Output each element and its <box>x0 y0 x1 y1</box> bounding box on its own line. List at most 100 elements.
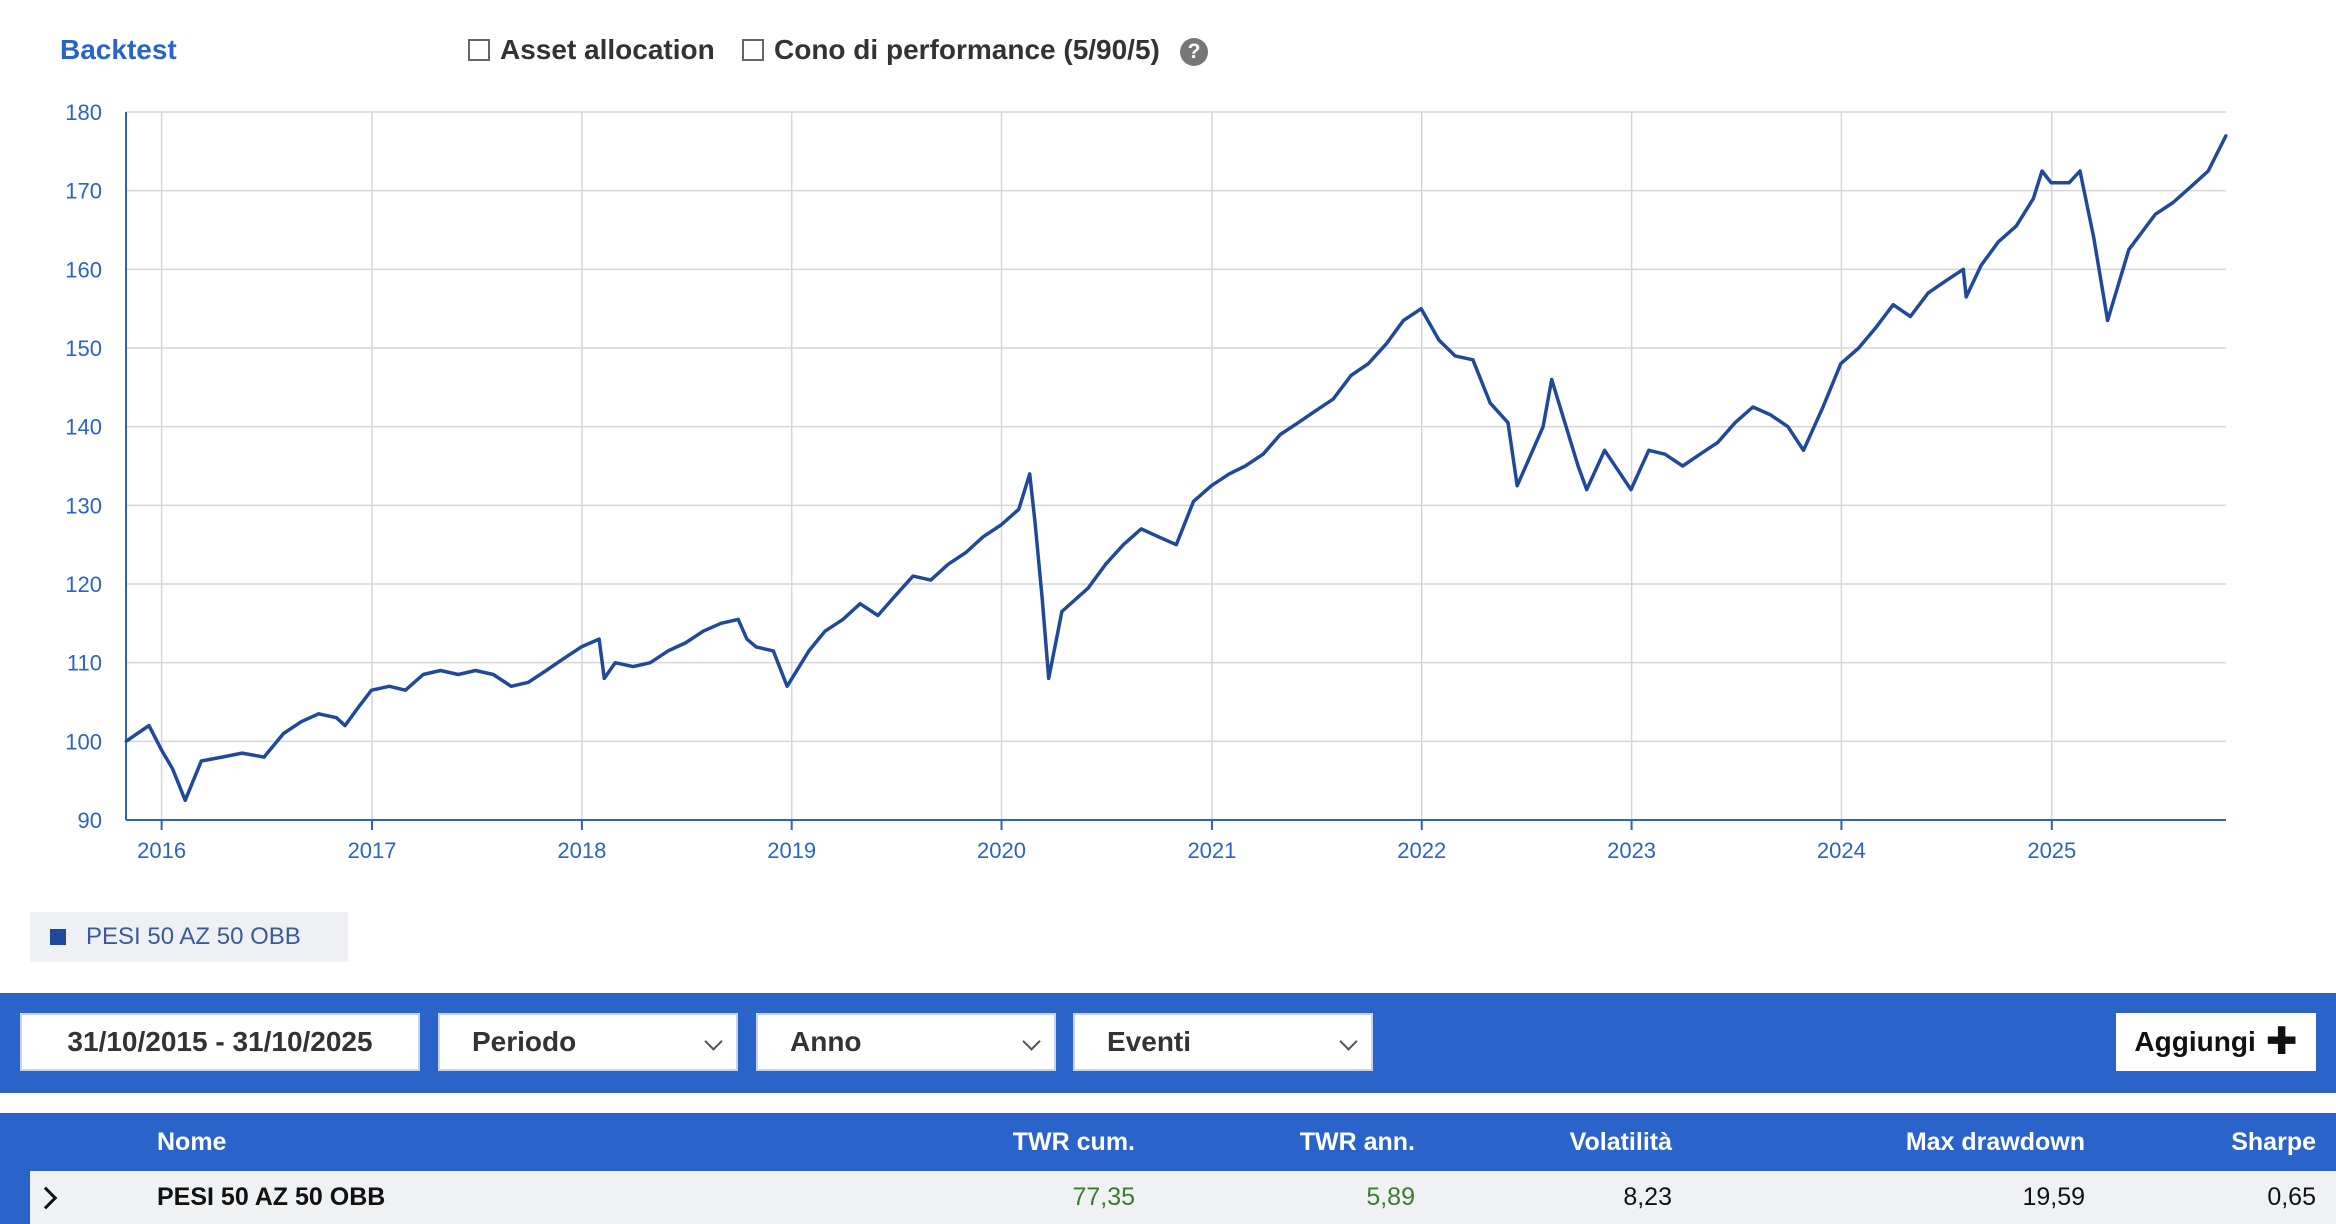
data-point <box>1419 307 1423 311</box>
y-tick-label: 110 <box>67 651 102 676</box>
data-point <box>141 728 145 732</box>
data-point <box>841 617 845 621</box>
x-tick-label: 2019 <box>767 838 816 863</box>
data-point <box>1857 346 1861 350</box>
data-point <box>183 798 187 802</box>
data-point <box>1040 598 1044 602</box>
chart-legend[interactable]: PESI 50 AZ 50 OBB <box>30 912 348 962</box>
data-point <box>1471 358 1475 362</box>
data-point <box>579 645 583 649</box>
data-point <box>1437 338 1441 342</box>
data-point <box>317 712 321 716</box>
data-point <box>1821 405 1825 409</box>
column-header-max-drawdown[interactable]: Max drawdown <box>1905 1127 2085 1156</box>
data-point <box>2067 181 2071 185</box>
series-line <box>125 134 2228 803</box>
data-point <box>438 669 442 673</box>
data-point <box>1174 543 1178 547</box>
data-point <box>2224 134 2228 138</box>
asset-allocation-checkbox[interactable] <box>468 39 490 61</box>
data-point <box>1104 562 1108 566</box>
chart-grid <box>126 111 2226 821</box>
data-point <box>282 731 286 735</box>
data-point <box>1047 676 1051 680</box>
data-point <box>893 594 897 598</box>
add-button[interactable]: Aggiungi ✚ <box>2116 1013 2316 1071</box>
data-point <box>719 621 723 625</box>
data-point <box>2127 248 2131 252</box>
y-tick-label: 120 <box>65 572 102 597</box>
date-range-field[interactable]: 31/10/2015 - 31/10/2025 <box>20 1013 420 1071</box>
column-header-volatilita[interactable]: Volatilità <box>1569 1127 1672 1156</box>
column-header-twr-cum[interactable]: TWR cum. <box>1012 1127 1135 1156</box>
data-point <box>1331 397 1335 401</box>
data-point <box>631 665 635 669</box>
data-point <box>1979 263 1983 267</box>
data-point <box>1028 472 1032 476</box>
data-point <box>1017 507 1021 511</box>
data-point <box>1506 421 1510 425</box>
table-row[interactable]: PESI 50 AZ 50 OBB 77,35 5,89 8,23 19,59 … <box>0 1171 2336 1224</box>
data-point <box>1733 421 1737 425</box>
data-point <box>597 637 601 641</box>
column-header-nome[interactable]: Nome <box>157 1127 227 1156</box>
row-twr-cum: 77,35 <box>1072 1183 1135 1211</box>
data-point <box>964 551 968 555</box>
data-point <box>262 755 266 759</box>
data-point <box>1576 464 1580 468</box>
data-point <box>474 669 478 673</box>
data-point <box>387 684 391 688</box>
column-header-twr-ann[interactable]: TWR ann. <box>1299 1127 1415 1156</box>
data-point <box>981 535 985 539</box>
data-point <box>491 672 495 676</box>
x-tick-label: 2020 <box>977 838 1026 863</box>
data-point <box>999 523 1003 527</box>
data-point <box>1926 291 1930 295</box>
data-point <box>1839 362 1843 366</box>
x-tick-label: 2022 <box>1397 838 1446 863</box>
performance-cone-option[interactable]: Cono di performance (5/90/5) <box>742 34 1160 66</box>
data-point <box>823 629 827 633</box>
chevron-right-icon[interactable] <box>34 1186 58 1210</box>
periodo-select[interactable]: Periodo <box>438 1013 738 1071</box>
data-point <box>1209 484 1213 488</box>
table-header: Nome TWR cum. TWR ann. Volatilità Max dr… <box>0 1113 2336 1171</box>
row-nome: PESI 50 AZ 50 OBB <box>157 1183 386 1211</box>
data-point <box>2078 169 2082 173</box>
column-header-sharpe[interactable]: Sharpe <box>2231 1127 2316 1156</box>
data-point <box>911 574 915 578</box>
data-point <box>1033 519 1037 523</box>
data-point <box>2106 318 2110 322</box>
data-point <box>1943 279 1947 283</box>
data-point <box>1515 484 1519 488</box>
data-point <box>1961 267 1965 271</box>
data-point <box>1996 240 2000 244</box>
x-tick-label: 2017 <box>348 838 397 863</box>
data-point <box>1629 488 1633 492</box>
question-circle-icon[interactable]: ? <box>1180 38 1208 66</box>
date-range-value: 31/10/2015 - 31/10/2025 <box>67 1026 373 1057</box>
eventi-select[interactable]: Eventi <box>1073 1013 1373 1071</box>
x-tick-label: 2023 <box>1607 838 1656 863</box>
data-point <box>754 645 758 649</box>
data-point <box>561 657 565 661</box>
data-point <box>1488 401 1492 405</box>
data-point <box>171 767 175 771</box>
data-point <box>1716 440 1720 444</box>
anno-select[interactable]: Anno <box>756 1013 1056 1071</box>
data-point <box>613 661 617 665</box>
asset-allocation-option[interactable]: Asset allocation <box>468 34 715 66</box>
data-point <box>1786 425 1790 429</box>
data-point <box>2189 185 2193 189</box>
x-tick-label: 2025 <box>2027 838 2076 863</box>
data-point <box>1873 326 1877 330</box>
data-point <box>240 751 244 755</box>
data-point <box>1751 405 1755 409</box>
data-point <box>1313 409 1317 413</box>
data-point <box>1698 452 1702 456</box>
performance-cone-checkbox[interactable] <box>742 39 764 61</box>
data-point <box>159 747 163 751</box>
y-tick-label: 180 <box>65 100 102 125</box>
data-point <box>369 688 373 692</box>
data-point <box>701 629 705 633</box>
